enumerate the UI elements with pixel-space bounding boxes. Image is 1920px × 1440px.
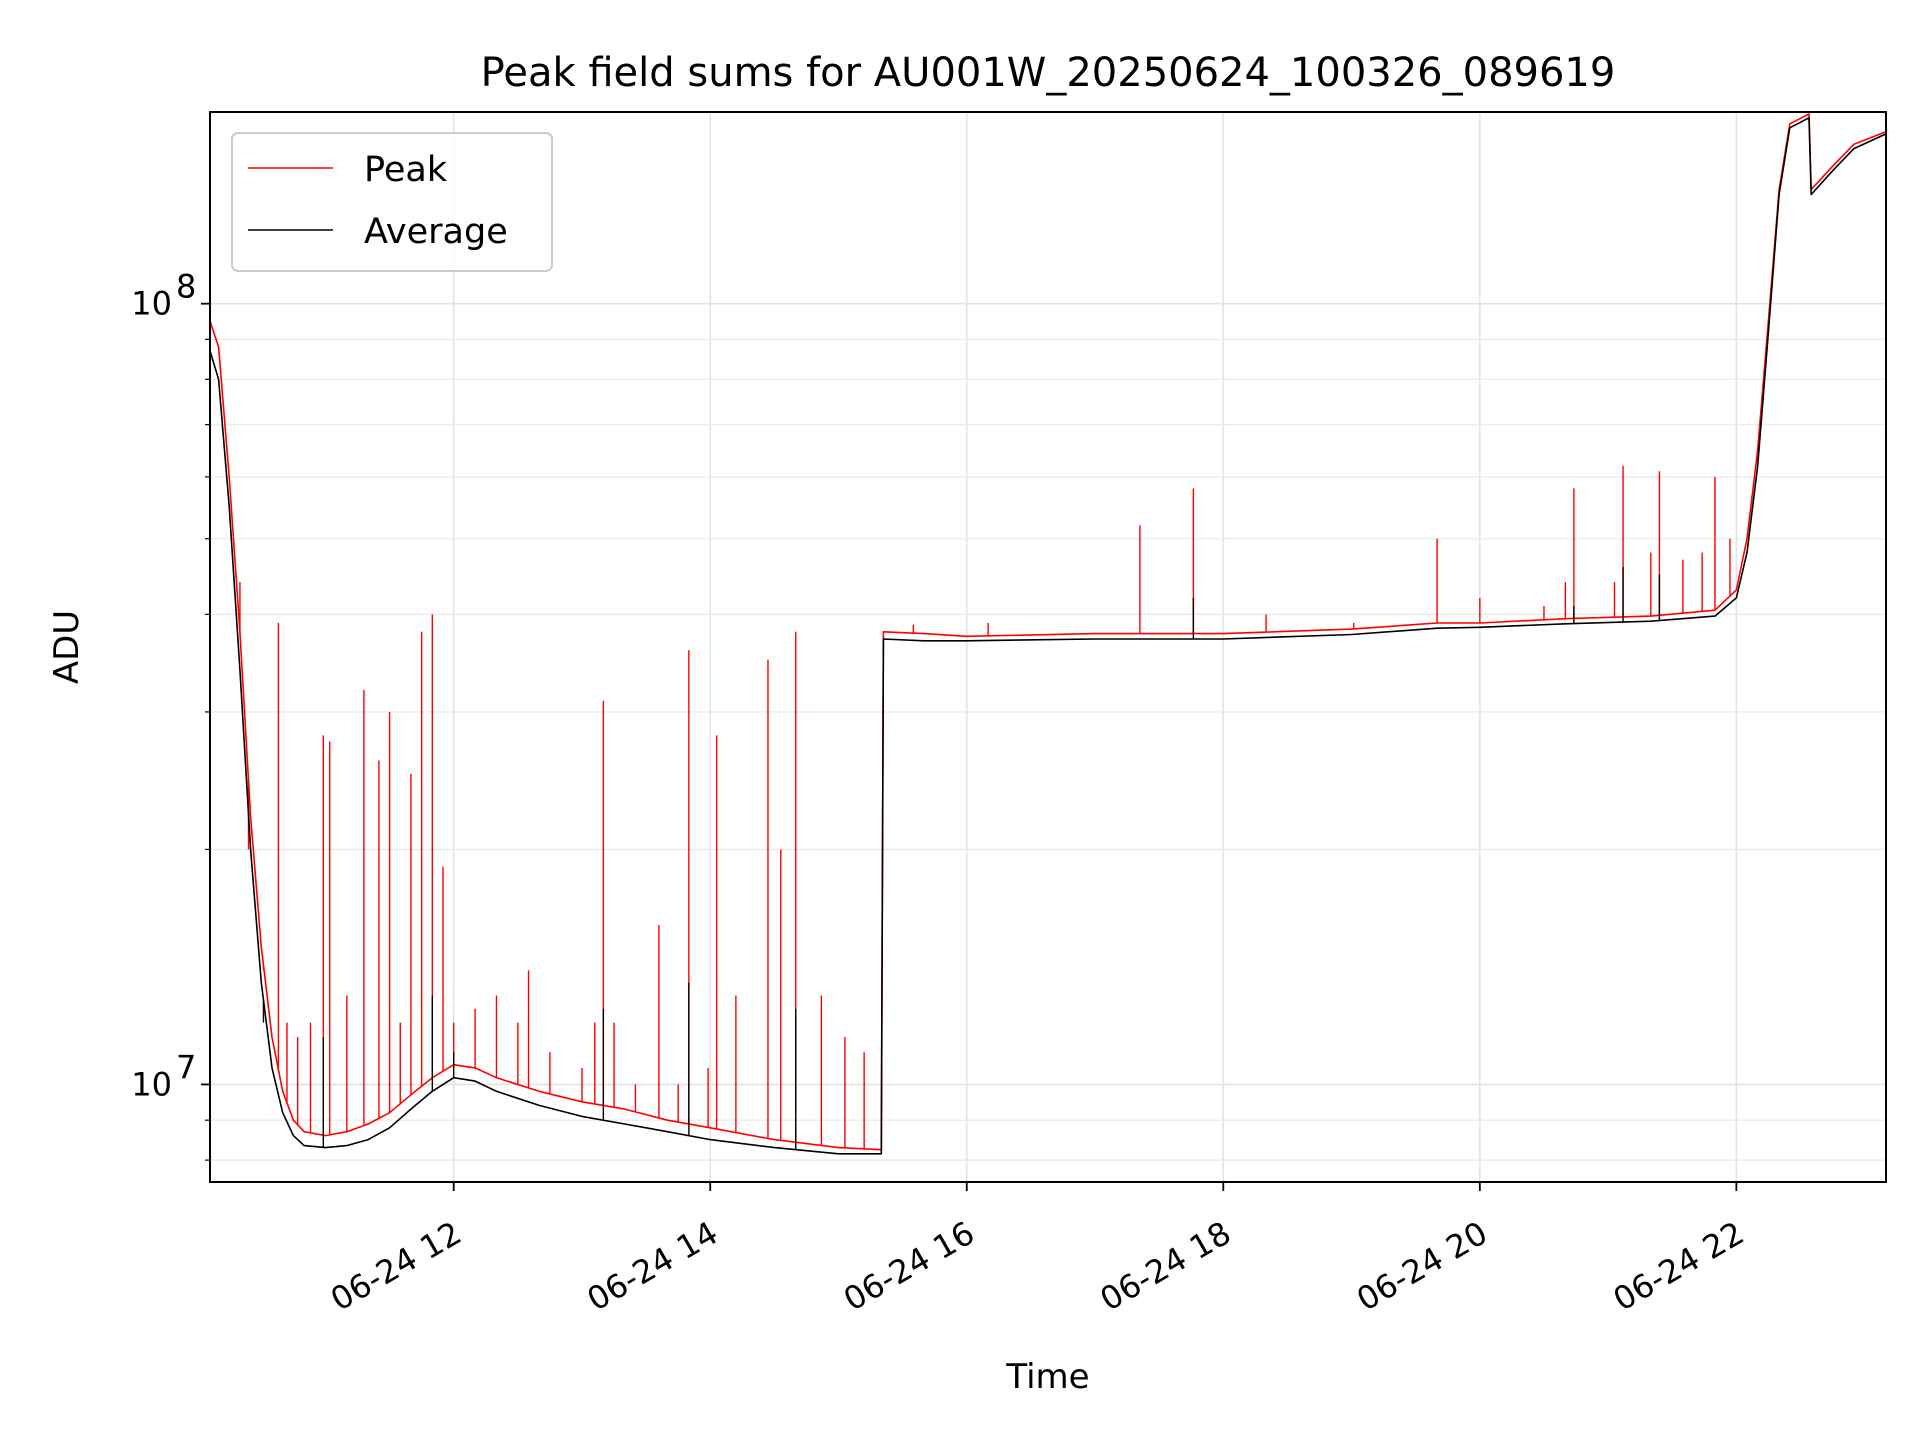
x-axis-label: Time <box>1005 1357 1089 1397</box>
plot-frame <box>209 111 1887 1183</box>
legend: Peak Average <box>231 132 553 272</box>
y-axis-label: ADU <box>47 610 87 684</box>
legend-average-label: Average <box>364 212 508 252</box>
y-tick-label: 10 <box>131 285 172 323</box>
average-line <box>209 117 1887 1155</box>
series-average <box>209 117 1887 1155</box>
y-tick-label: 10 <box>131 1065 172 1103</box>
chart-title: Peak field sums for AU001W_20250624_1003… <box>481 50 1616 96</box>
legend-peak-label: Peak <box>364 150 448 190</box>
series-peak <box>209 113 1887 1151</box>
series-layer <box>209 113 1887 1155</box>
y-tick-exponent: 8 <box>176 268 196 306</box>
y-tick-exponent: 7 <box>176 1048 196 1086</box>
peak-line <box>209 113 1887 1151</box>
grid <box>210 112 1886 1182</box>
